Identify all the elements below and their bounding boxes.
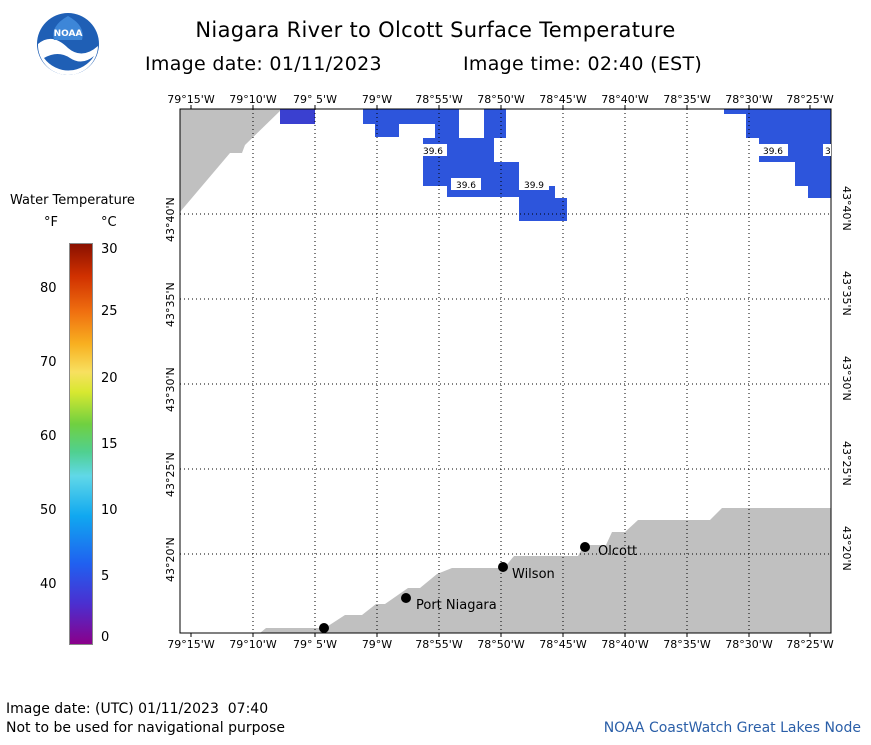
- place-markers: Port Niagara Wilson Olcott: [319, 542, 637, 633]
- temp-label: 39.6: [763, 147, 783, 157]
- lon-label-top: 78°50'W: [477, 93, 525, 106]
- image-time: Image time: 02:40 (EST): [463, 53, 703, 75]
- lon-label-bottom: 78°25'W: [786, 638, 834, 651]
- legend-title: Water Temperature: [10, 193, 135, 208]
- lon-label-top: 78°40'W: [601, 93, 649, 106]
- legend-f-tick: 40: [40, 577, 57, 592]
- lon-label-top: 79° 5'W: [293, 93, 337, 106]
- lon-label-top: 78°45'W: [539, 93, 587, 106]
- footer-credit[interactable]: NOAA CoastWatch Great Lakes Node: [603, 720, 861, 736]
- legend-c-tick: 10: [101, 503, 118, 518]
- lon-label-bottom: 78°35'W: [663, 638, 711, 651]
- temp-label: 39.9: [524, 181, 544, 191]
- noaa-logo-graphic: [37, 13, 99, 76]
- footer-disclaimer: Not to be used for navigational purpose: [6, 720, 285, 736]
- temp-label: 39.6: [423, 147, 443, 157]
- lon-label-bottom: 79°10'W: [229, 638, 277, 651]
- lon-label-bottom: 79°W: [361, 638, 393, 651]
- lon-label-bottom: 79° 5'W: [293, 638, 337, 651]
- legend-c-tick: 20: [101, 371, 118, 386]
- lon-label-bottom: 79°15'W: [167, 638, 215, 651]
- place-label-port-niagara: Port Niagara: [416, 598, 497, 613]
- map-frame: [179, 108, 832, 634]
- lon-label-bottom: 78°55'W: [415, 638, 463, 651]
- lon-label-top: 79°15'W: [167, 93, 215, 106]
- color-scale-bar: [69, 243, 93, 645]
- place-label-wilson: Wilson: [512, 567, 555, 582]
- legend-c-tick: 15: [101, 437, 118, 452]
- land-canada: [180, 109, 282, 212]
- legend-f-tick: 70: [40, 355, 57, 370]
- temp-label: 3: [825, 147, 831, 157]
- image-date: Image date: 01/11/2023: [145, 53, 382, 75]
- legend-unit-f: °F: [44, 215, 58, 230]
- place-dot-olcott: [580, 542, 590, 552]
- legend-f-tick: 60: [40, 429, 57, 444]
- noaa-logo: NOAA: [36, 12, 100, 76]
- place-dot: [319, 623, 329, 633]
- lon-label-bottom: 78°30'W: [725, 638, 773, 651]
- temperature-labels: 39.6 39.6 39.9 39.6 3: [419, 144, 831, 191]
- place-dot-port-niagara: [401, 593, 411, 603]
- lon-label-top: 79°10'W: [229, 93, 277, 106]
- tick-marks: [190, 105, 811, 637]
- place-label-olcott: Olcott: [598, 544, 637, 559]
- temp-label: 39.6: [456, 181, 476, 191]
- legend-unit-c: °C: [101, 215, 117, 230]
- page-title: Niagara River to Olcott Surface Temperat…: [195, 18, 676, 42]
- lon-label-top: 78°30'W: [725, 93, 773, 106]
- lon-label-top: 79°W: [361, 93, 393, 106]
- lon-label-bottom: 78°45'W: [539, 638, 587, 651]
- legend-c-tick: 5: [101, 569, 110, 584]
- graticule: [180, 109, 831, 633]
- lon-label-top: 78°35'W: [663, 93, 711, 106]
- place-dot-wilson: [498, 562, 508, 572]
- lon-label-bottom: 78°40'W: [601, 638, 649, 651]
- logo-text: NOAA: [53, 29, 83, 39]
- legend-c-tick: 30: [101, 242, 118, 257]
- legend-f-tick: 80: [40, 281, 57, 296]
- legend-c-tick: 0: [101, 630, 110, 645]
- cold-water-patches: [280, 109, 831, 221]
- legend-c-tick: 25: [101, 304, 118, 319]
- legend-f-tick: 50: [40, 503, 57, 518]
- lon-label-top: 78°55'W: [415, 93, 463, 106]
- footer-utc-date: Image date: (UTC) 01/11/2023 07:40: [6, 701, 269, 717]
- lon-label-bottom: 78°50'W: [477, 638, 525, 651]
- lon-label-top: 78°25'W: [786, 93, 834, 106]
